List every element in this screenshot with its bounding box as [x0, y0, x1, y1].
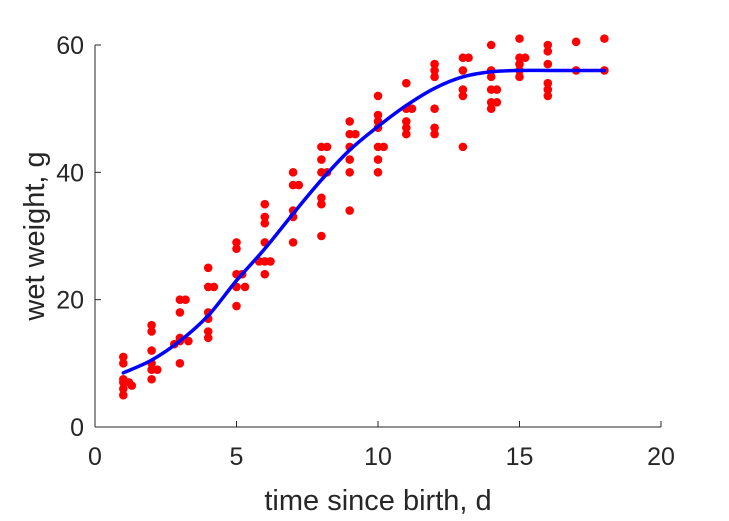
x-tick-label: 10 — [364, 443, 392, 471]
data-point — [486, 40, 496, 50]
y-tick-label: 60 — [56, 32, 84, 60]
x-tick-label: 20 — [647, 443, 675, 471]
data-point — [402, 78, 411, 88]
data-point — [147, 327, 156, 336]
data-point — [317, 193, 326, 203]
data-point — [288, 238, 298, 247]
data-point — [515, 34, 524, 43]
data-point — [260, 212, 270, 222]
data-point — [209, 282, 219, 292]
data-point — [203, 263, 213, 273]
data-point — [345, 117, 355, 126]
data-point — [520, 53, 530, 63]
data-point — [543, 59, 553, 69]
data-point — [492, 98, 502, 107]
data-point — [119, 384, 128, 394]
data-point — [373, 168, 383, 177]
data-point — [515, 72, 524, 82]
data-point — [515, 59, 524, 69]
data-point — [147, 320, 156, 330]
data-point — [430, 123, 439, 133]
data-point — [486, 104, 496, 113]
data-point — [152, 365, 162, 375]
data-point — [458, 91, 468, 101]
data-point — [240, 282, 250, 292]
data-point — [232, 244, 241, 254]
data-point — [119, 390, 128, 400]
data-point — [458, 85, 468, 94]
data-point — [288, 168, 298, 177]
data-point — [345, 206, 355, 215]
data-point — [430, 72, 439, 82]
data-point — [430, 129, 439, 139]
data-point — [203, 333, 213, 343]
data-point — [407, 104, 417, 113]
data-point — [464, 53, 473, 63]
axes: 0 5 10 15 20 0 20 40 60 — [56, 32, 675, 471]
data-point — [260, 218, 270, 228]
data-point — [294, 180, 304, 190]
data-point — [458, 142, 468, 152]
data-point — [430, 59, 439, 69]
data-point — [203, 327, 213, 336]
x-tick-label: 15 — [506, 443, 534, 471]
data-point — [571, 37, 581, 47]
y-ticks: 0 20 40 60 — [56, 32, 101, 442]
data-point — [430, 66, 439, 75]
data-point — [402, 123, 411, 133]
data-point — [147, 346, 156, 355]
data-point — [492, 85, 502, 94]
data-point — [266, 257, 275, 266]
data-point — [486, 72, 496, 82]
data-point — [402, 117, 411, 126]
data-point — [345, 168, 355, 177]
data-point — [373, 91, 383, 101]
data-point — [600, 34, 609, 43]
data-point — [373, 110, 383, 120]
data-points — [119, 34, 609, 400]
x-axis-label: time since birth, d — [264, 485, 491, 517]
data-point — [181, 295, 190, 304]
data-point — [402, 129, 411, 139]
data-point — [317, 155, 326, 164]
data-point — [184, 336, 193, 346]
data-point — [373, 155, 383, 164]
data-point — [351, 129, 360, 139]
data-point — [260, 269, 270, 279]
data-point — [260, 199, 270, 209]
data-point — [317, 199, 326, 209]
y-tick-label: 0 — [70, 414, 84, 442]
x-ticks: 0 5 10 15 20 — [88, 421, 675, 471]
data-point — [317, 231, 326, 241]
y-axis-label: wet weight, g — [19, 151, 51, 321]
data-point — [127, 381, 137, 390]
data-point — [543, 85, 553, 94]
data-point — [119, 359, 128, 368]
data-point — [379, 142, 388, 152]
data-point — [543, 78, 553, 88]
data-point — [430, 104, 439, 113]
data-point — [232, 238, 241, 247]
y-tick-label: 40 — [56, 159, 84, 187]
fit-line — [121, 68, 607, 375]
data-point — [345, 155, 355, 164]
x-tick-label: 0 — [88, 443, 102, 471]
data-point — [458, 66, 468, 75]
data-point — [175, 308, 185, 317]
data-point — [232, 301, 241, 311]
data-point — [119, 352, 128, 362]
x-tick-label: 5 — [230, 443, 244, 471]
fit-line-layer — [121, 68, 607, 375]
data-point — [175, 359, 185, 368]
data-point — [322, 142, 332, 152]
y-tick-label: 20 — [56, 287, 84, 315]
data-point — [543, 47, 553, 56]
data-point — [543, 40, 553, 50]
data-point — [543, 91, 553, 101]
data-point — [147, 374, 156, 384]
